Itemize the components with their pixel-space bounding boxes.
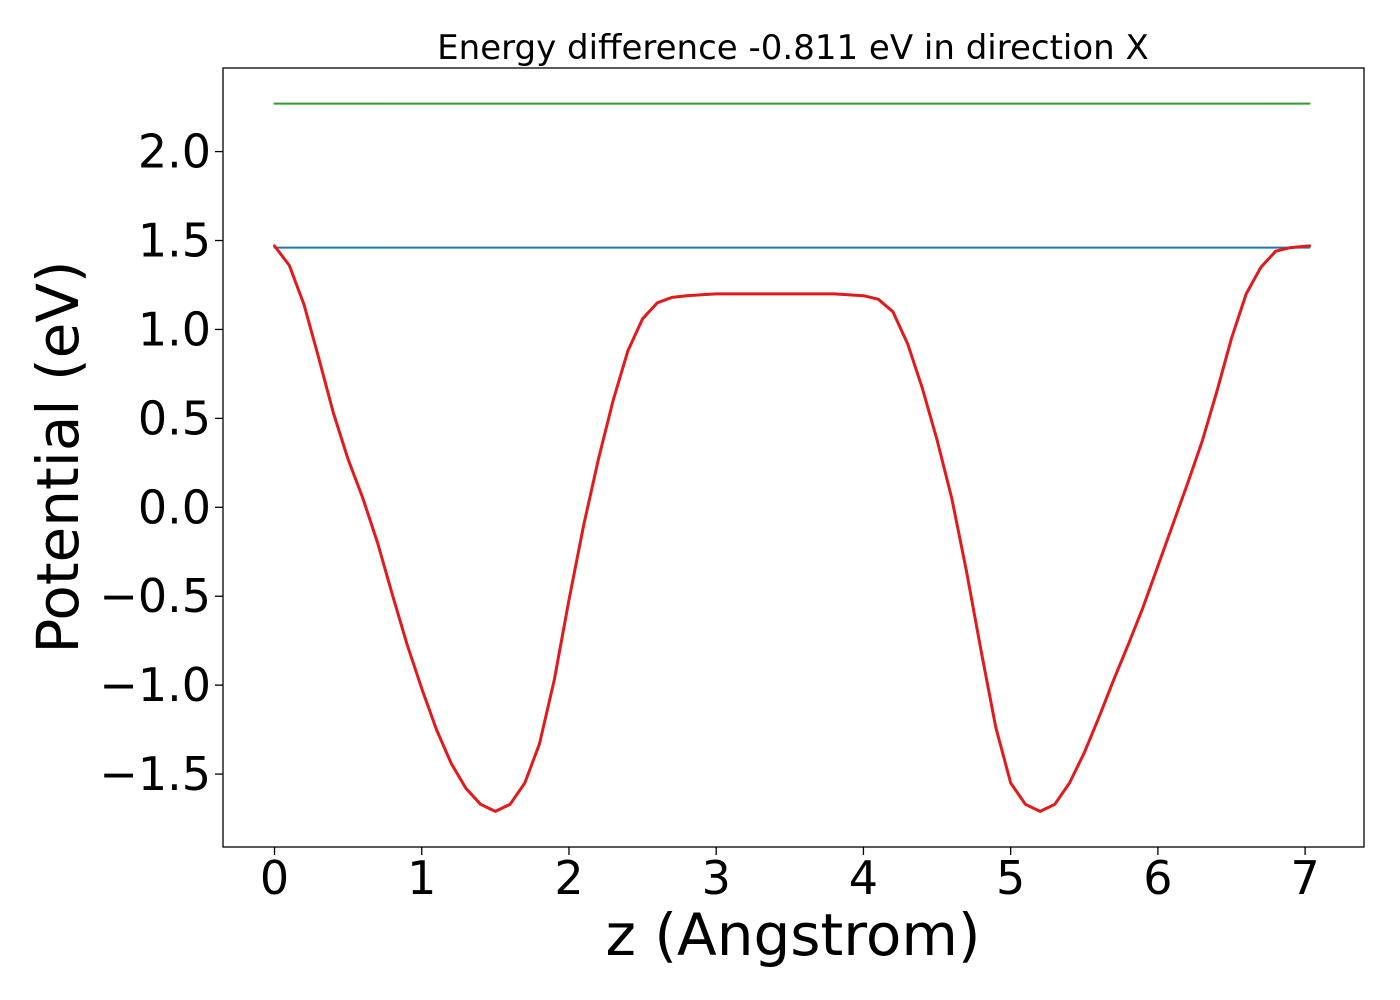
x-tick-label: 7 bbox=[1290, 851, 1319, 905]
y-tick-label: 0.0 bbox=[138, 480, 211, 534]
y-tick-label: 2.0 bbox=[138, 125, 211, 179]
plot-frame bbox=[222, 67, 1365, 848]
x-tick-label: 4 bbox=[849, 851, 878, 905]
x-tick-label: 2 bbox=[554, 851, 583, 905]
y-tick-label: −1.5 bbox=[99, 747, 211, 801]
x-axis-label: z (Angstrom) bbox=[606, 901, 981, 969]
y-tick-label: 0.5 bbox=[138, 391, 211, 445]
y-axis-label: Potential (eV) bbox=[24, 260, 92, 653]
x-tick-label: 5 bbox=[996, 851, 1025, 905]
x-axis-ticks: 0 1 2 3 4 5 6 7 bbox=[260, 847, 1320, 905]
x-tick-label: 1 bbox=[407, 851, 436, 905]
x-tick-label: 0 bbox=[260, 851, 289, 905]
series-layer bbox=[273, 102, 1311, 813]
x-tick-label: 3 bbox=[702, 851, 731, 905]
chart-title: Energy difference -0.811 eV in direction… bbox=[437, 28, 1149, 68]
y-tick-label: −1.0 bbox=[99, 658, 211, 712]
y-tick-label: 1.5 bbox=[138, 214, 211, 268]
y-tick-label: 1.0 bbox=[138, 302, 211, 356]
series-line-3 bbox=[273, 244, 1311, 813]
x-tick-label: 6 bbox=[1143, 851, 1172, 905]
y-axis-ticks: −1.5 −1.0 −0.5 0.0 0.5 1.0 1.5 2.0 bbox=[99, 125, 223, 801]
y-tick-label: −0.5 bbox=[99, 569, 211, 623]
